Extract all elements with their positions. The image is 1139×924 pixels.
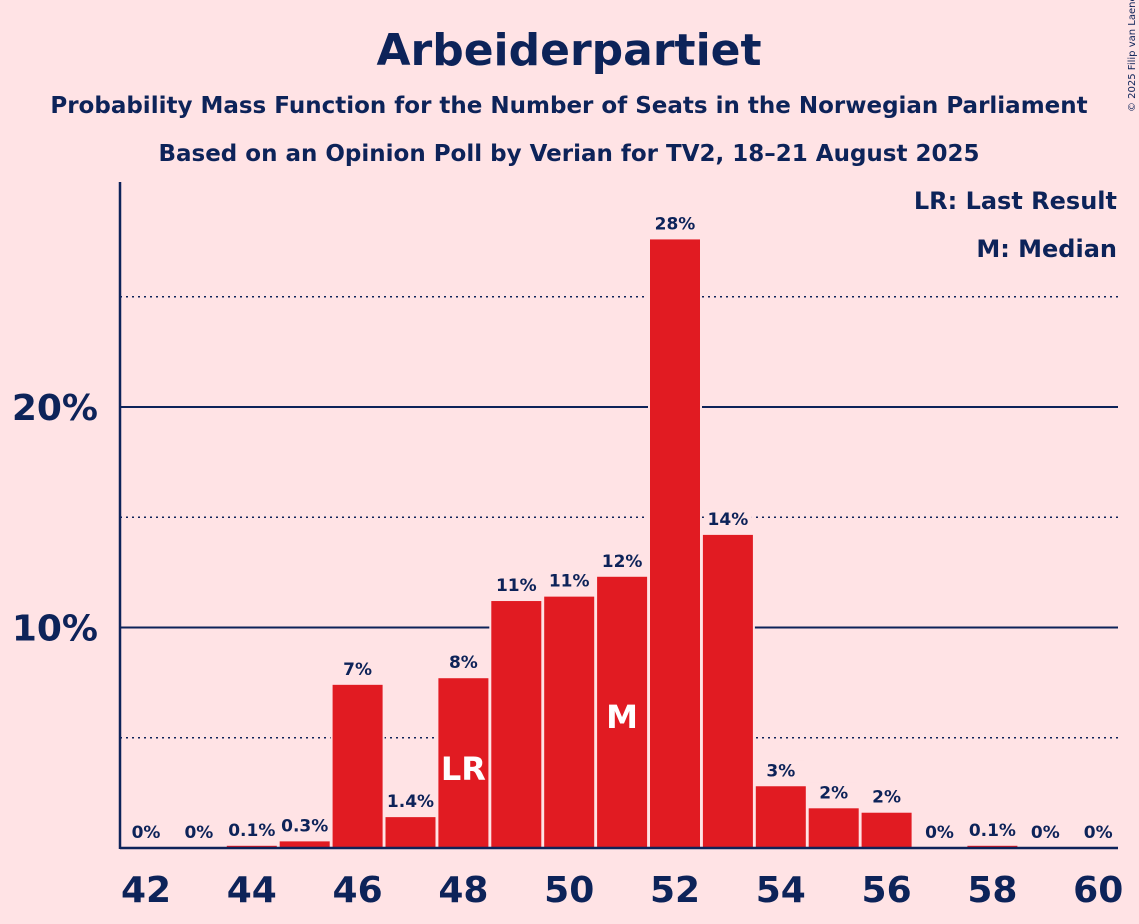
bar — [808, 808, 859, 848]
bar — [702, 534, 753, 848]
bar-value-label-bg — [598, 550, 647, 571]
bar-value-label: 11% — [549, 572, 590, 592]
x-tick-label: 58 — [967, 870, 1017, 911]
bar-value-label: 0.1% — [969, 821, 1016, 841]
x-tick-label: 44 — [227, 870, 277, 911]
bar — [491, 601, 542, 848]
last-result-marker: LR — [441, 750, 486, 788]
bar — [861, 812, 912, 848]
chart-subtitle-1: Probability Mass Function for the Number… — [50, 93, 1087, 119]
bar-value-label-bg — [386, 791, 435, 812]
x-tick-label: 46 — [333, 870, 383, 911]
bar — [755, 786, 806, 848]
bar-value-label-bg — [862, 786, 911, 807]
bar — [385, 817, 436, 848]
bar-value-label: 2% — [872, 788, 901, 808]
legend-last-result: LR: Last Result — [914, 187, 1117, 215]
copyright-notice: © 2025 Filip van Laenen — [1127, 0, 1138, 112]
bar — [279, 841, 330, 848]
legend-median: M: Median — [976, 235, 1117, 263]
bar-value-label: 28% — [655, 214, 696, 234]
bar-value-label: 0.1% — [228, 821, 275, 841]
bar-value-label: 0% — [925, 823, 954, 843]
chart-title: Arbeiderpartiet — [376, 25, 761, 76]
bar-value-label-bg — [756, 760, 805, 781]
bar-value-label: 0% — [184, 823, 213, 843]
bar-value-label-bg — [809, 782, 858, 803]
bar-value-label-bg — [439, 652, 488, 673]
bar-value-label-bg — [651, 213, 699, 234]
bar-value-label: 0% — [1031, 823, 1060, 843]
x-tick-label: 56 — [862, 870, 912, 911]
y-tick-label: 10% — [12, 609, 98, 650]
bar-value-label: 0% — [1084, 823, 1113, 843]
x-tick-label: 52 — [650, 870, 700, 911]
x-tick-label: 42 — [121, 870, 171, 911]
chart-subtitle-2: Based on an Opinion Poll by Verian for T… — [158, 141, 979, 167]
y-tick-label: 20% — [12, 388, 98, 429]
bar-value-label: 8% — [449, 653, 478, 673]
bar-value-label: 0% — [132, 823, 161, 843]
bar-value-label-bg — [703, 508, 752, 529]
bar — [544, 596, 595, 848]
bar-value-label: 11% — [496, 576, 537, 596]
bar-value-label-bg — [492, 575, 541, 596]
bar-value-label: 14% — [708, 510, 749, 530]
bar-value-label: 12% — [602, 552, 643, 572]
bar-value-label: 0.3% — [281, 816, 328, 836]
x-tick-label: 50 — [544, 870, 594, 911]
bar-value-label: 3% — [766, 761, 795, 781]
bar-value-label-bg — [545, 570, 594, 591]
bar-value-label: 2% — [819, 783, 848, 803]
bar — [650, 239, 700, 849]
bar — [438, 678, 489, 848]
bar-value-label: 7% — [343, 660, 372, 680]
x-tick-label: 54 — [756, 870, 806, 911]
x-tick-label: 48 — [438, 870, 488, 911]
bar-value-label-bg — [333, 658, 382, 679]
x-tick-label: 60 — [1073, 870, 1123, 911]
bar — [332, 684, 383, 848]
bar-value-label: 1.4% — [387, 792, 434, 812]
bar — [597, 576, 648, 848]
median-marker: M — [606, 698, 638, 736]
